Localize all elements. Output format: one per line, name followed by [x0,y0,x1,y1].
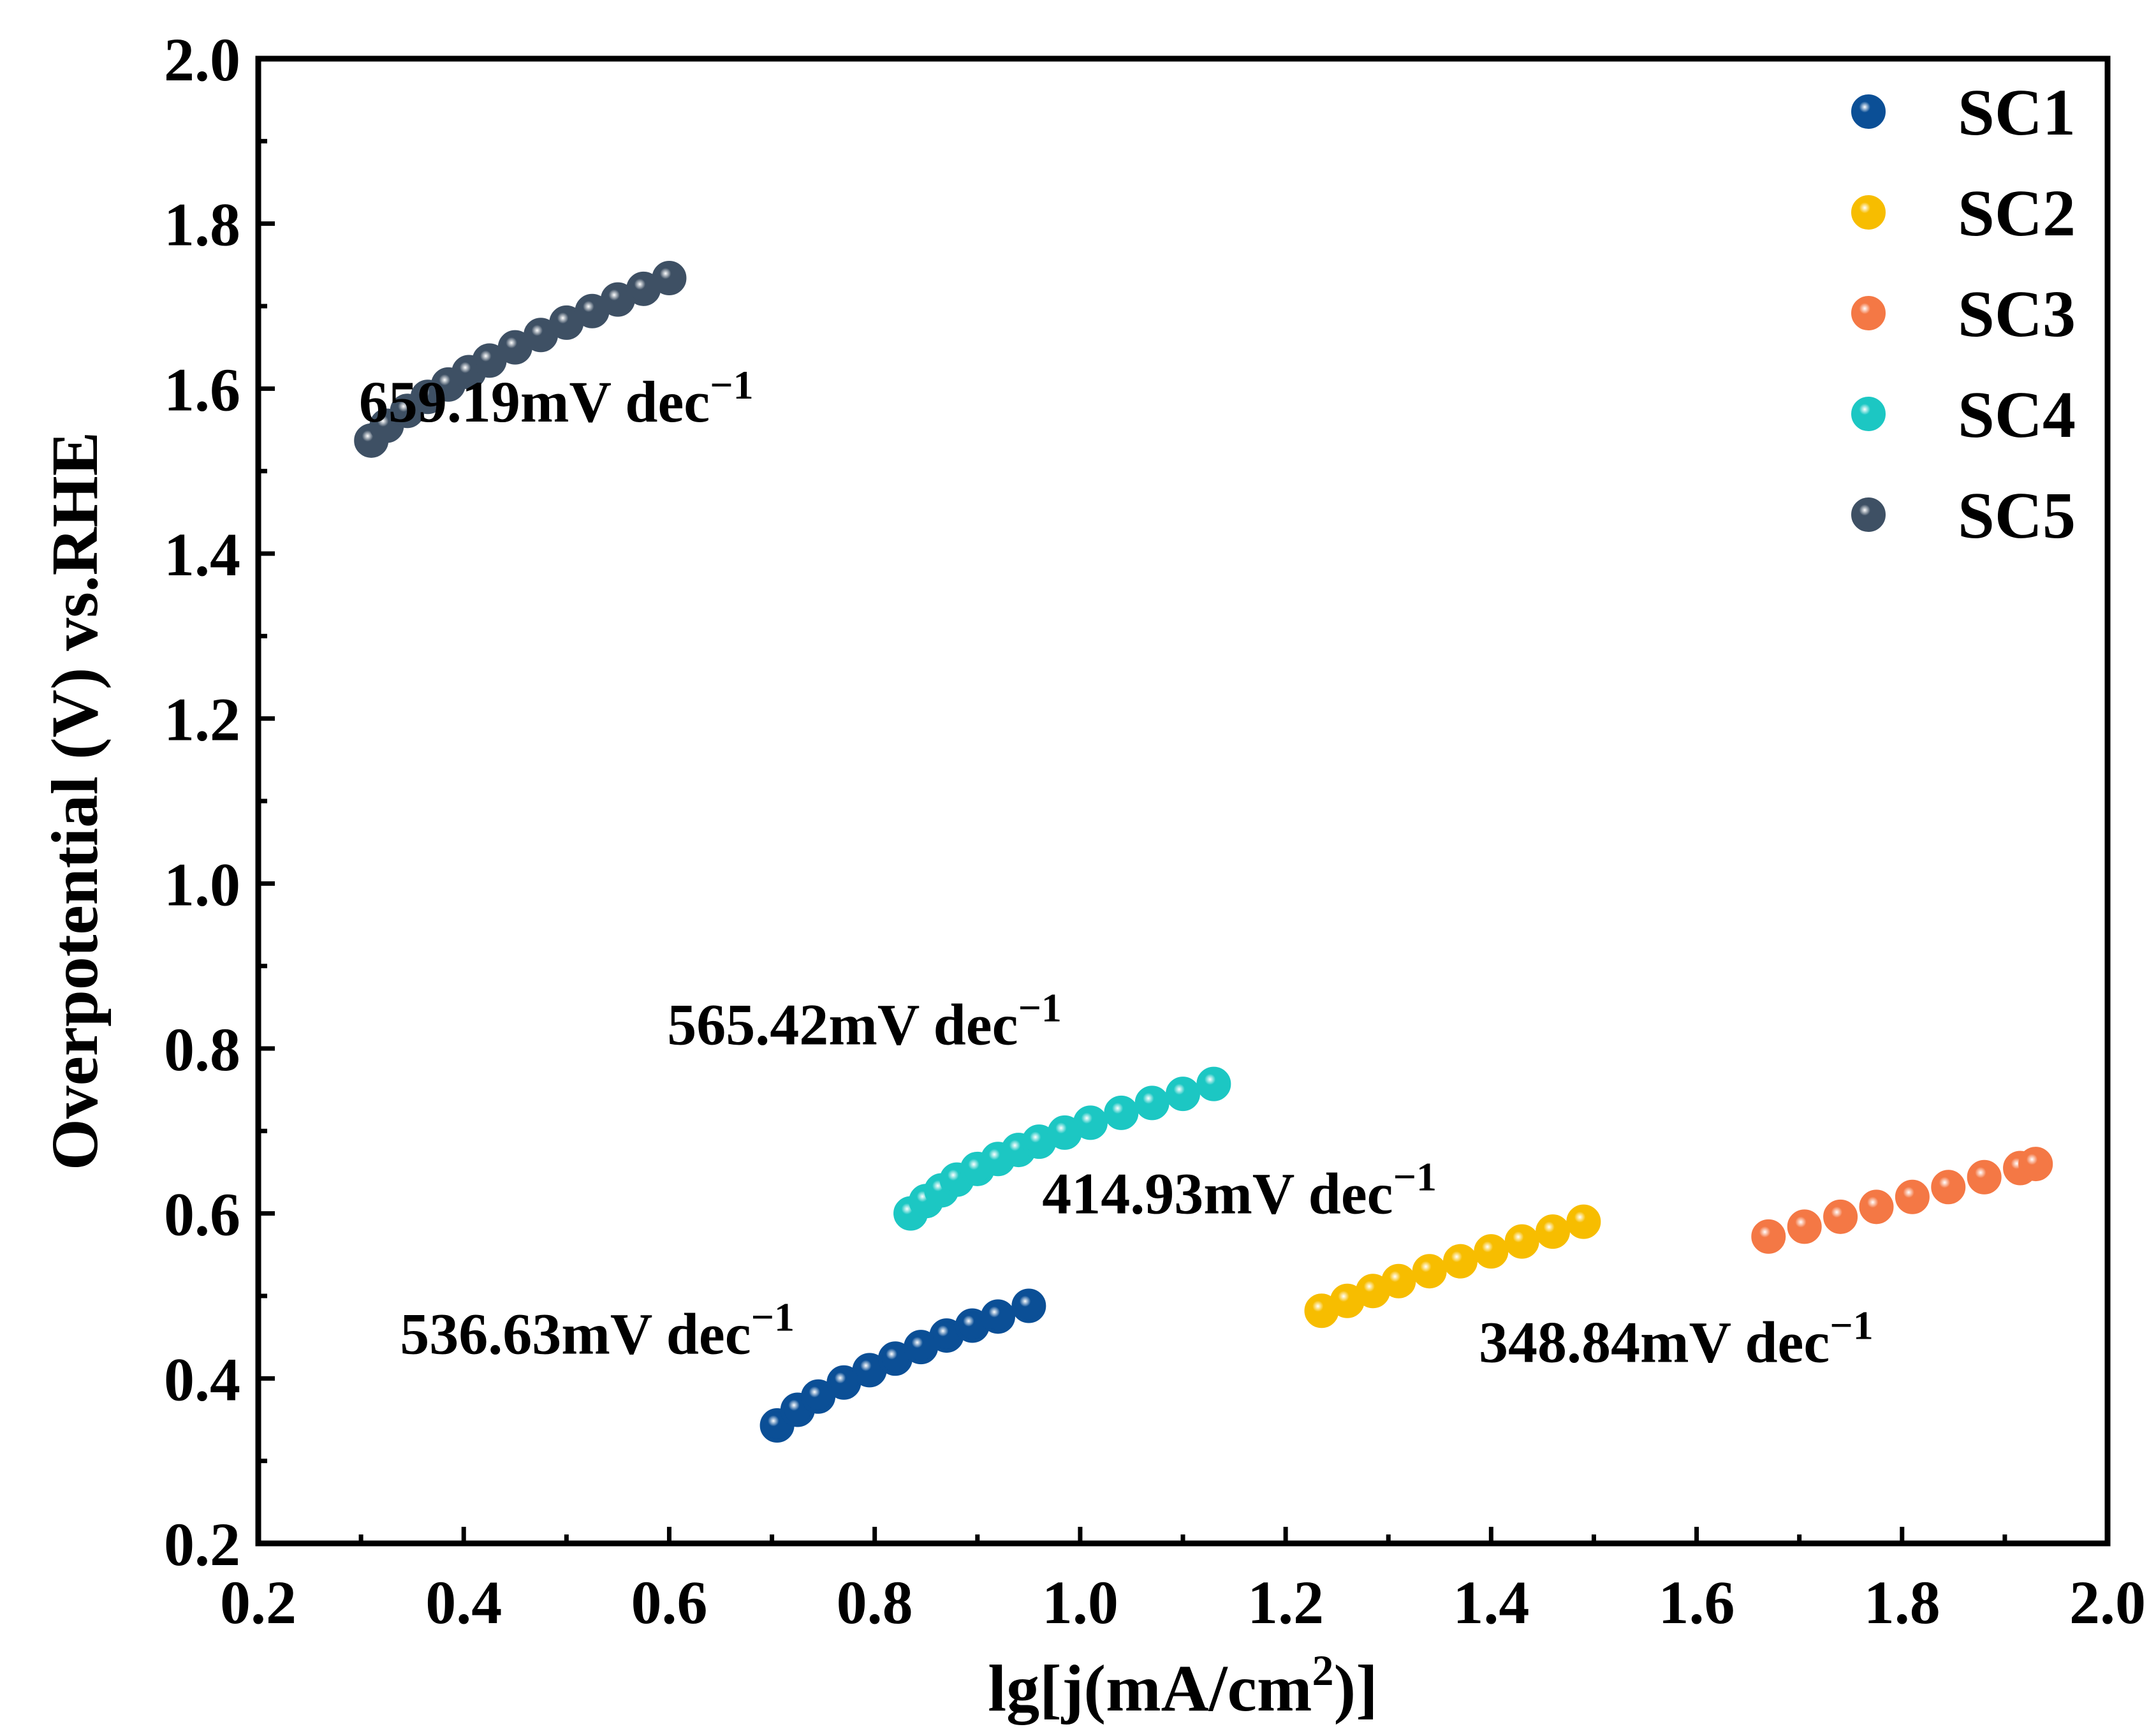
legend-label-sc5: SC5 [1958,479,2076,552]
data-point [1895,1179,1930,1214]
data-point [1412,1254,1447,1289]
y-tick-label: 1.6 [164,355,240,423]
data-point [1166,1077,1200,1112]
x-tick-label: 1.4 [1453,1568,1529,1637]
data-point [2018,1147,2053,1182]
legend-marker-sc1 [1851,94,1886,129]
slope-annotation-sc3: 348.84mV dec−1 [1479,1302,1874,1374]
y-tick-label: 0.6 [164,1181,240,1249]
y-tick-label: 1.8 [164,191,240,259]
y-axis-ticks: 0.2 0.4 0.6 0.8 1.0 1.2 1.4 1.6 1.8 2.0 [164,26,275,1578]
legend-label-sc3: SC3 [1958,277,2076,351]
data-point [1859,1189,1894,1225]
legend-marker-sc5 [1851,497,1886,532]
x-tick-label: 0.2 [220,1568,297,1637]
x-tick-label: 0.8 [837,1568,913,1637]
legend-marker-sc3 [1851,296,1886,330]
y-tick-label: 2.0 [164,26,240,94]
legend-label-sc1: SC1 [1958,76,2076,149]
x-tick-label: 0.4 [425,1568,502,1637]
x-tick-label: 1.8 [1864,1568,1940,1637]
x-tick-label: 1.0 [1042,1568,1119,1637]
data-point [1566,1204,1601,1239]
data-point [1011,1288,1046,1323]
x-tick-label: 1.6 [1659,1568,1735,1637]
series-sc1 [759,1288,1046,1443]
y-tick-label: 0.8 [164,1015,240,1084]
data-point [1073,1105,1108,1140]
x-axis-ticks: 0.2 0.4 0.6 0.8 1.0 1.2 1.4 1.6 1.8 2.0 [220,1527,2146,1637]
legend: SC1 SC2 SC3 SC4 SC5 [1851,76,2076,552]
x-tick-label: 1.2 [1247,1568,1324,1637]
legend-marker-sc2 [1851,195,1886,230]
data-point [1196,1066,1231,1101]
legend-label-sc4: SC4 [1958,378,2076,452]
data-point [1931,1170,1966,1205]
y-tick-label: 1.0 [164,850,240,918]
y-axis-label: Overpotential (V) vs.RHE [38,432,112,1170]
slope-annotation-sc1: 536.63mV dec−1 [400,1295,795,1367]
data-point [1134,1085,1170,1121]
data-point [1536,1214,1570,1249]
slope-annotation-sc2: 414.93mV dec−1 [1042,1154,1437,1226]
data-point [1104,1095,1139,1130]
data-point [1504,1224,1539,1259]
series-sc2 [1304,1204,1601,1328]
x-axis-label: lg[j(mA/cm2)] [988,1646,1377,1725]
y-tick-label: 0.4 [164,1345,240,1413]
data-point [1787,1209,1822,1244]
data-point [981,1299,1015,1334]
series-layer [354,261,2053,1443]
series-sc4 [893,1066,1231,1231]
legend-marker-sc4 [1851,397,1886,431]
data-point [1967,1159,2002,1195]
x-tick-label: 2.0 [2069,1568,2146,1637]
slope-annotation-sc4: 565.42mV dec−1 [667,985,1062,1057]
y-tick-label: 1.2 [164,686,240,754]
annotations: 659.19mV dec−1 565.42mV dec−1 414.93mV dec… [359,362,1874,1374]
series-sc5 [354,261,687,458]
y-tick-label: 1.4 [164,520,240,589]
data-point [1474,1234,1509,1269]
slope-annotation-sc5: 659.19mV dec−1 [359,362,754,434]
data-point [1443,1244,1478,1279]
axis-labels: lg[j(mA/cm2)] Overpotential (V) vs.RHE [38,432,1378,1725]
data-point [801,1379,836,1414]
x-tick-label: 0.6 [631,1568,707,1637]
data-point [1381,1263,1416,1298]
data-point [1751,1219,1786,1254]
legend-label-sc2: SC2 [1958,177,2076,250]
data-point [1823,1199,1858,1234]
series-sc3 [1751,1147,2053,1254]
data-point [652,261,687,296]
y-tick-label: 0.2 [164,1510,240,1578]
